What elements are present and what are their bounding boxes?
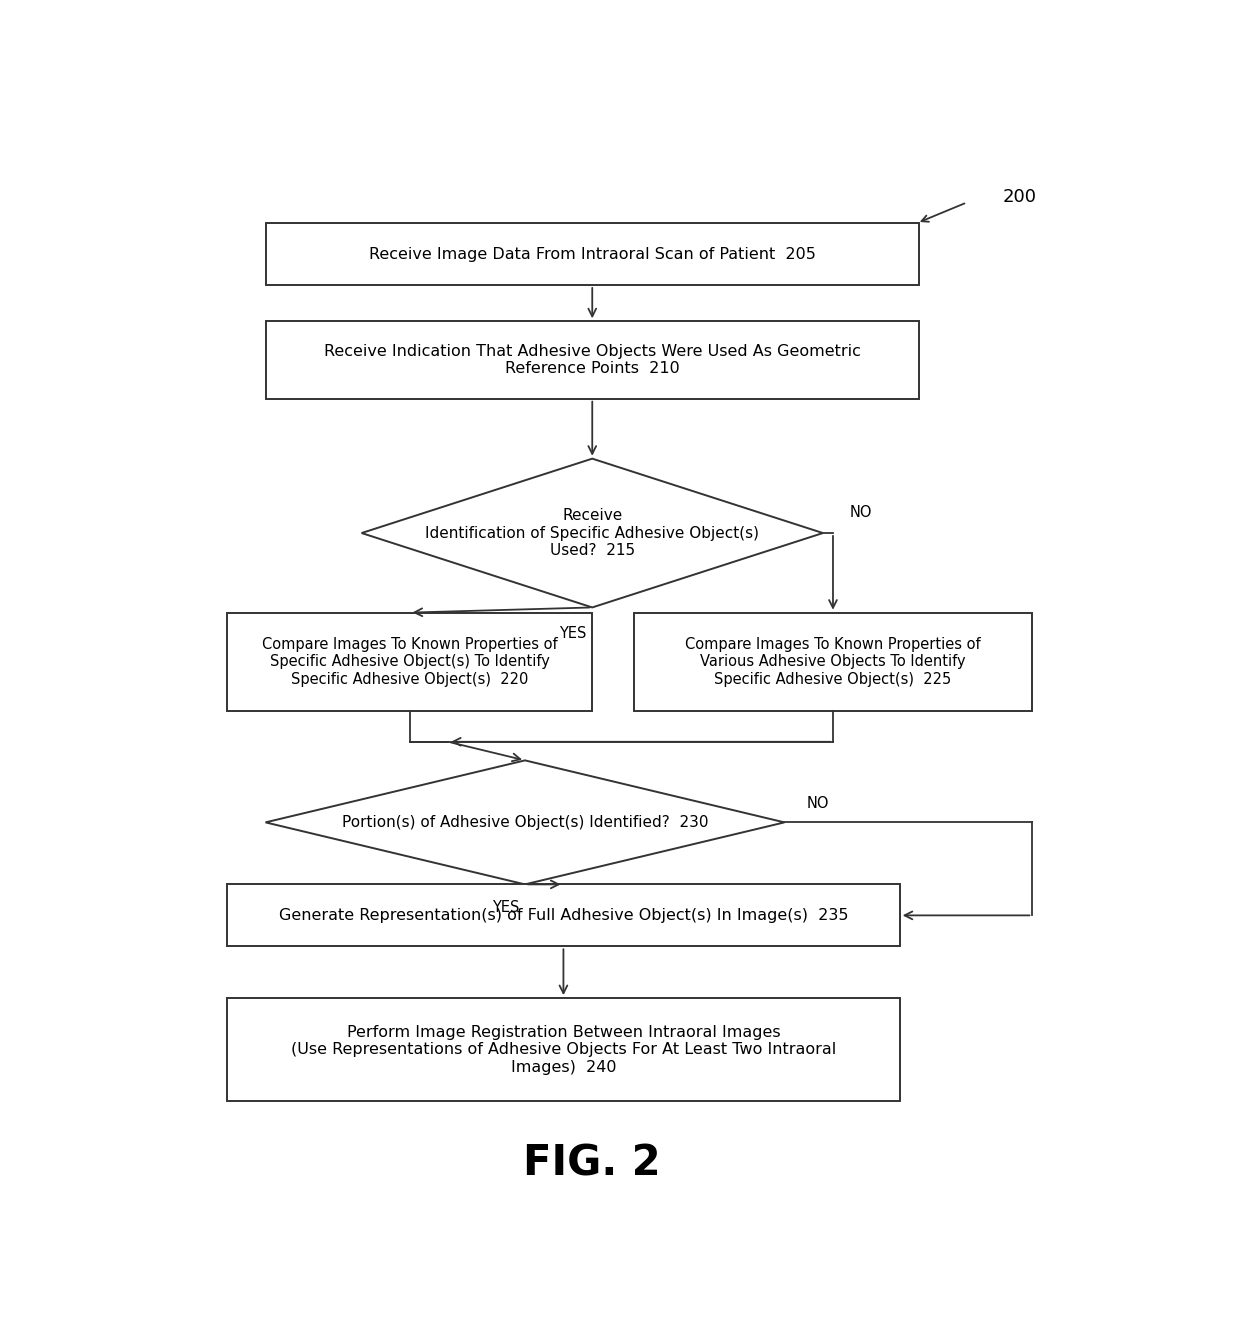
Text: 200: 200 xyxy=(1003,188,1037,207)
FancyBboxPatch shape xyxy=(227,884,900,946)
Text: YES: YES xyxy=(559,625,587,640)
Text: FIG. 2: FIG. 2 xyxy=(523,1142,661,1185)
FancyBboxPatch shape xyxy=(265,321,919,399)
FancyBboxPatch shape xyxy=(265,223,919,285)
Text: NO: NO xyxy=(807,796,830,812)
Polygon shape xyxy=(265,761,785,884)
Text: Portion(s) of Adhesive Object(s) Identified?  230: Portion(s) of Adhesive Object(s) Identif… xyxy=(342,815,708,829)
Text: Generate Representation(s) of Full Adhesive Object(s) In Image(s)  235: Generate Representation(s) of Full Adhes… xyxy=(279,909,848,923)
FancyBboxPatch shape xyxy=(634,612,1033,711)
Polygon shape xyxy=(362,459,823,608)
Text: Receive Image Data From Intraoral Scan of Patient  205: Receive Image Data From Intraoral Scan o… xyxy=(368,247,816,262)
Text: Compare Images To Known Properties of
Specific Adhesive Object(s) To Identify
Sp: Compare Images To Known Properties of Sp… xyxy=(262,637,558,687)
Text: Receive
Identification of Specific Adhesive Object(s)
Used?  215: Receive Identification of Specific Adhes… xyxy=(425,509,759,558)
Text: Perform Image Registration Between Intraoral Images
(Use Representations of Adhe: Perform Image Registration Between Intra… xyxy=(291,1025,836,1075)
Text: Compare Images To Known Properties of
Various Adhesive Objects To Identify
Speci: Compare Images To Known Properties of Va… xyxy=(686,637,981,687)
FancyBboxPatch shape xyxy=(227,998,900,1102)
Text: Receive Indication That Adhesive Objects Were Used As Geometric
Reference Points: Receive Indication That Adhesive Objects… xyxy=(324,344,861,376)
Text: YES: YES xyxy=(492,899,520,915)
Text: NO: NO xyxy=(851,505,873,519)
FancyBboxPatch shape xyxy=(227,612,593,711)
